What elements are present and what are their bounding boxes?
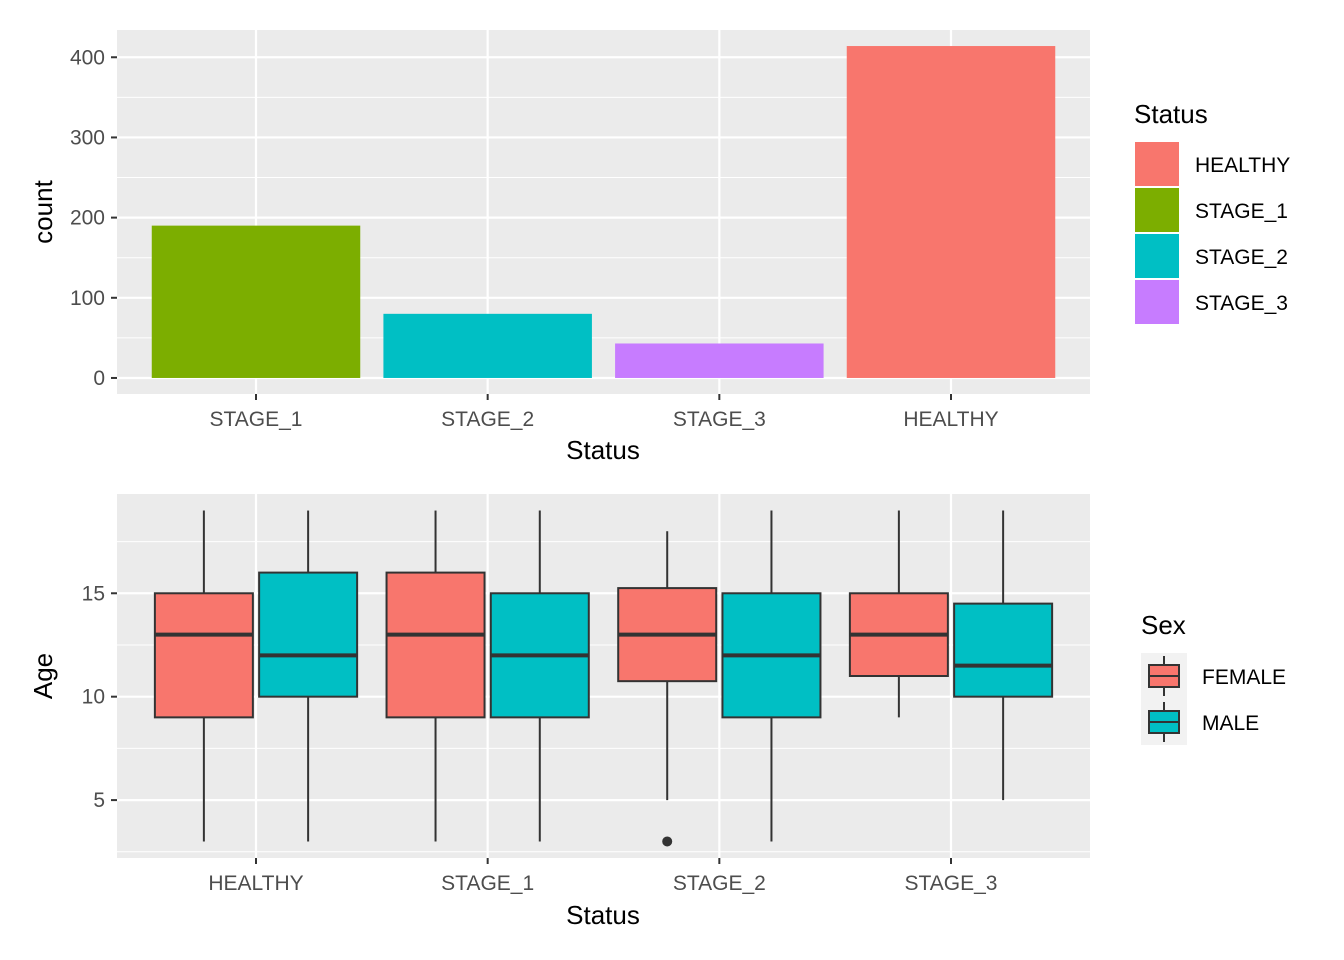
bar-chart-x-axis: STAGE_1 STAGE_2 STAGE_3 HEALTHY xyxy=(210,394,999,431)
bar-chart-x-tick-label: STAGE_2 xyxy=(441,408,534,431)
status-legend-label: HEALTHY xyxy=(1195,154,1290,177)
status-legend-key-stage-1 xyxy=(1133,186,1181,234)
bar-stage-1 xyxy=(151,225,361,378)
bar-chart-x-tick-label: STAGE_3 xyxy=(673,408,766,431)
status-legend-label: STAGE_2 xyxy=(1195,246,1288,269)
boxplot-boxes xyxy=(153,510,1054,847)
box-stage-1-female xyxy=(385,571,486,719)
status-legend-key-healthy xyxy=(1133,140,1181,188)
status-legend-label: STAGE_3 xyxy=(1195,292,1288,315)
status-legend-key-stage-2 xyxy=(1133,232,1181,280)
boxplot-x-title: Status xyxy=(566,900,640,930)
boxplot-x-tick-label: STAGE_3 xyxy=(905,872,998,895)
bar-chart-x-title: Status xyxy=(566,435,640,465)
boxplot-x-tick-label: HEALTHY xyxy=(208,872,303,895)
bar-chart-y-tick-label: 300 xyxy=(70,126,105,149)
box-healthy-female xyxy=(153,592,254,719)
box-stage-2-female-outlier xyxy=(662,836,673,847)
bar-stage-2 xyxy=(383,313,592,378)
sex-legend-label: MALE xyxy=(1202,712,1259,735)
status-legend-key-stage-3 xyxy=(1133,278,1181,326)
status-legend-title: Status xyxy=(1134,99,1208,129)
bar-chart-bars xyxy=(151,46,1056,378)
sex-legend-key-female xyxy=(1148,656,1180,696)
bar-chart: 0 100 200 300 400 STAGE_1 STAGE_2 STAGE_3 HEALT… xyxy=(28,30,1290,465)
status-legend: Status HEALTHY STAGE_1 STAGE_2 STAGE_3 xyxy=(1133,99,1290,326)
bar-stage-3 xyxy=(615,343,824,378)
boxplot-y-tick-label: 10 xyxy=(82,686,105,709)
bar-chart-y-tick-label: 400 xyxy=(70,46,105,69)
boxplot-y-title: Age xyxy=(28,653,58,699)
bar-chart-y-axis: 0 100 200 300 400 xyxy=(70,46,117,390)
box-stage-3-male xyxy=(953,602,1054,698)
boxplot-y-tick-label: 5 xyxy=(93,789,105,812)
boxplot-x-tick-label: STAGE_2 xyxy=(673,872,766,895)
boxplot-x-tick-label: STAGE_1 xyxy=(441,872,534,895)
boxplot-chart: 5 10 15 HEALTHY STAGE_1 STAGE_2 STAGE_3 Statu… xyxy=(28,494,1286,930)
bar-healthy xyxy=(846,46,1056,378)
bar-chart-y-tick-label: 200 xyxy=(70,207,105,230)
status-legend-label: STAGE_1 xyxy=(1195,200,1288,223)
boxplot-y-tick-label: 15 xyxy=(82,582,105,605)
bar-chart-x-tick-label: HEALTHY xyxy=(903,408,998,431)
bar-chart-x-tick-label: STAGE_1 xyxy=(210,408,303,431)
sex-legend-label: FEMALE xyxy=(1202,666,1286,689)
bar-chart-y-tick-label: 0 xyxy=(93,367,105,390)
sex-legend: Sex FEMALE MALE xyxy=(1141,610,1286,745)
box-healthy-male xyxy=(258,571,359,698)
sex-legend-key-male xyxy=(1148,702,1180,742)
sex-legend-title: Sex xyxy=(1141,610,1186,640)
bar-chart-y-title: count xyxy=(28,179,58,243)
boxplot-x-axis: HEALTHY STAGE_1 STAGE_2 STAGE_3 xyxy=(208,858,997,895)
bar-chart-y-tick-label: 100 xyxy=(70,287,105,310)
boxplot-y-axis: 5 10 15 xyxy=(82,582,117,812)
